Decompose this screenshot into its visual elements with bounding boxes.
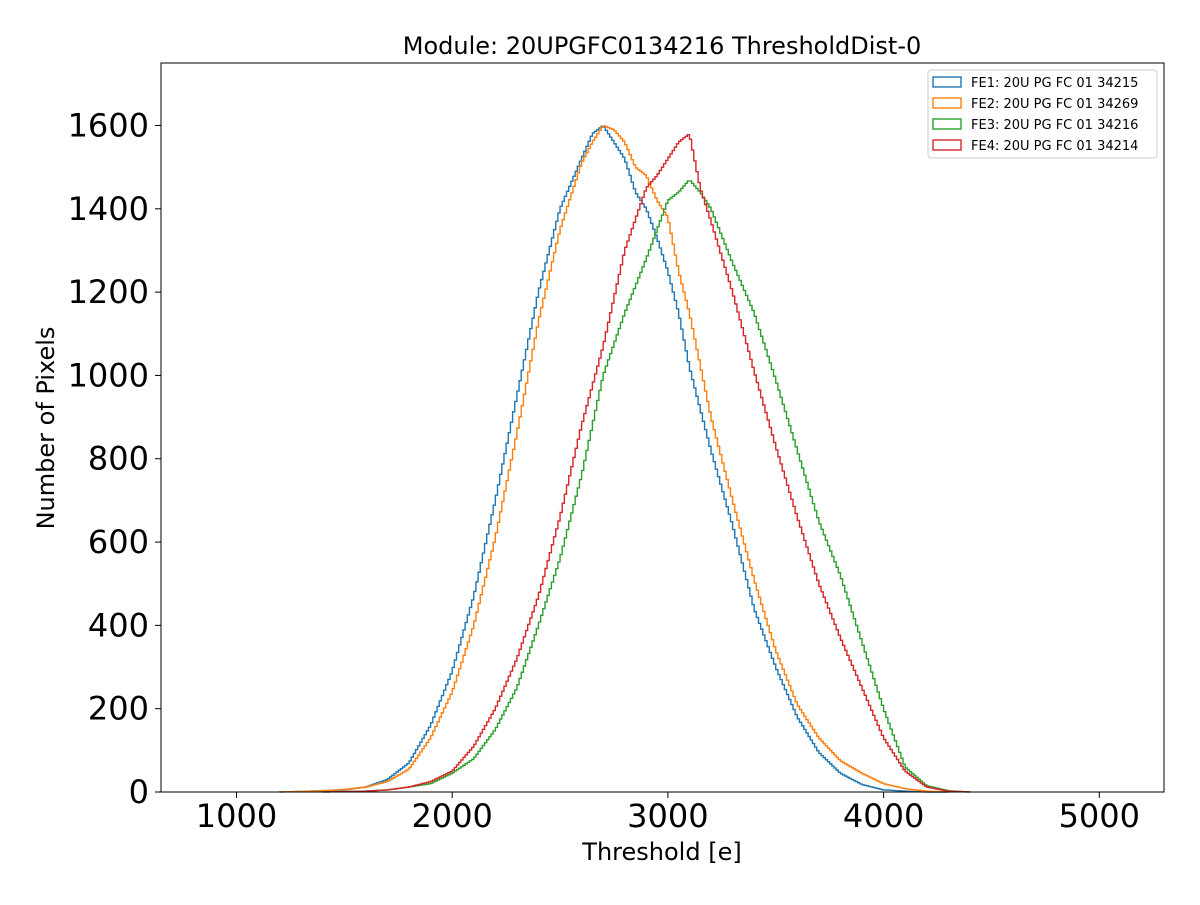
legend: FE1: 20U PG FC 01 34215 FE2: 20U PG FC 01… (927, 69, 1158, 159)
y-tick-label: 600 (88, 523, 149, 561)
y-tick-label: 400 (88, 606, 149, 644)
y-tick-label: 1200 (68, 273, 149, 311)
legend-label: FE2: 20U PG FC 01 34269 (971, 97, 1138, 112)
y-tick-label: 800 (88, 440, 149, 478)
legend-swatch (932, 76, 962, 88)
legend-label: FE4: 20U PG FC 01 34214 (971, 139, 1138, 154)
histogram-series-fe4 (322, 133, 971, 793)
y-tick-label: 1000 (68, 356, 149, 394)
plot-frame (160, 62, 1165, 793)
x-tick-label: 5000 (1059, 797, 1140, 835)
legend-label: FE1: 20U PG FC 01 34215 (971, 76, 1138, 91)
histogram-series-layer (278, 125, 971, 793)
y-tick-label: 200 (88, 690, 149, 728)
y-tick-label: 1600 (68, 106, 149, 144)
y-tick-label: 1400 (68, 190, 149, 228)
x-axis-label: Threshold [e] (581, 838, 741, 866)
histogram-series-fe1 (278, 125, 949, 793)
axes: 1000 2000 3000 4000 5000 0 200 400 600 800 1000 120… (68, 62, 1165, 835)
chart-title: Module: 20UPGFC0134216 ThresholdDist-0 (403, 32, 922, 60)
legend-swatch (932, 97, 962, 109)
legend-label: FE3: 20U PG FC 01 34216 (971, 118, 1138, 133)
x-tick-label: 4000 (843, 797, 924, 835)
x-tick-label: 3000 (627, 797, 708, 835)
legend-swatch (932, 118, 962, 130)
y-axis-label: Number of Pixels (32, 327, 60, 530)
histogram-series-fe3 (322, 180, 971, 793)
legend-swatch (932, 139, 962, 151)
y-tick-label: 0 (129, 773, 149, 811)
legend-box (927, 69, 1158, 159)
histogram-series-fe2 (278, 125, 949, 793)
x-tick-label: 1000 (196, 797, 277, 835)
x-tick-label: 2000 (411, 797, 492, 835)
